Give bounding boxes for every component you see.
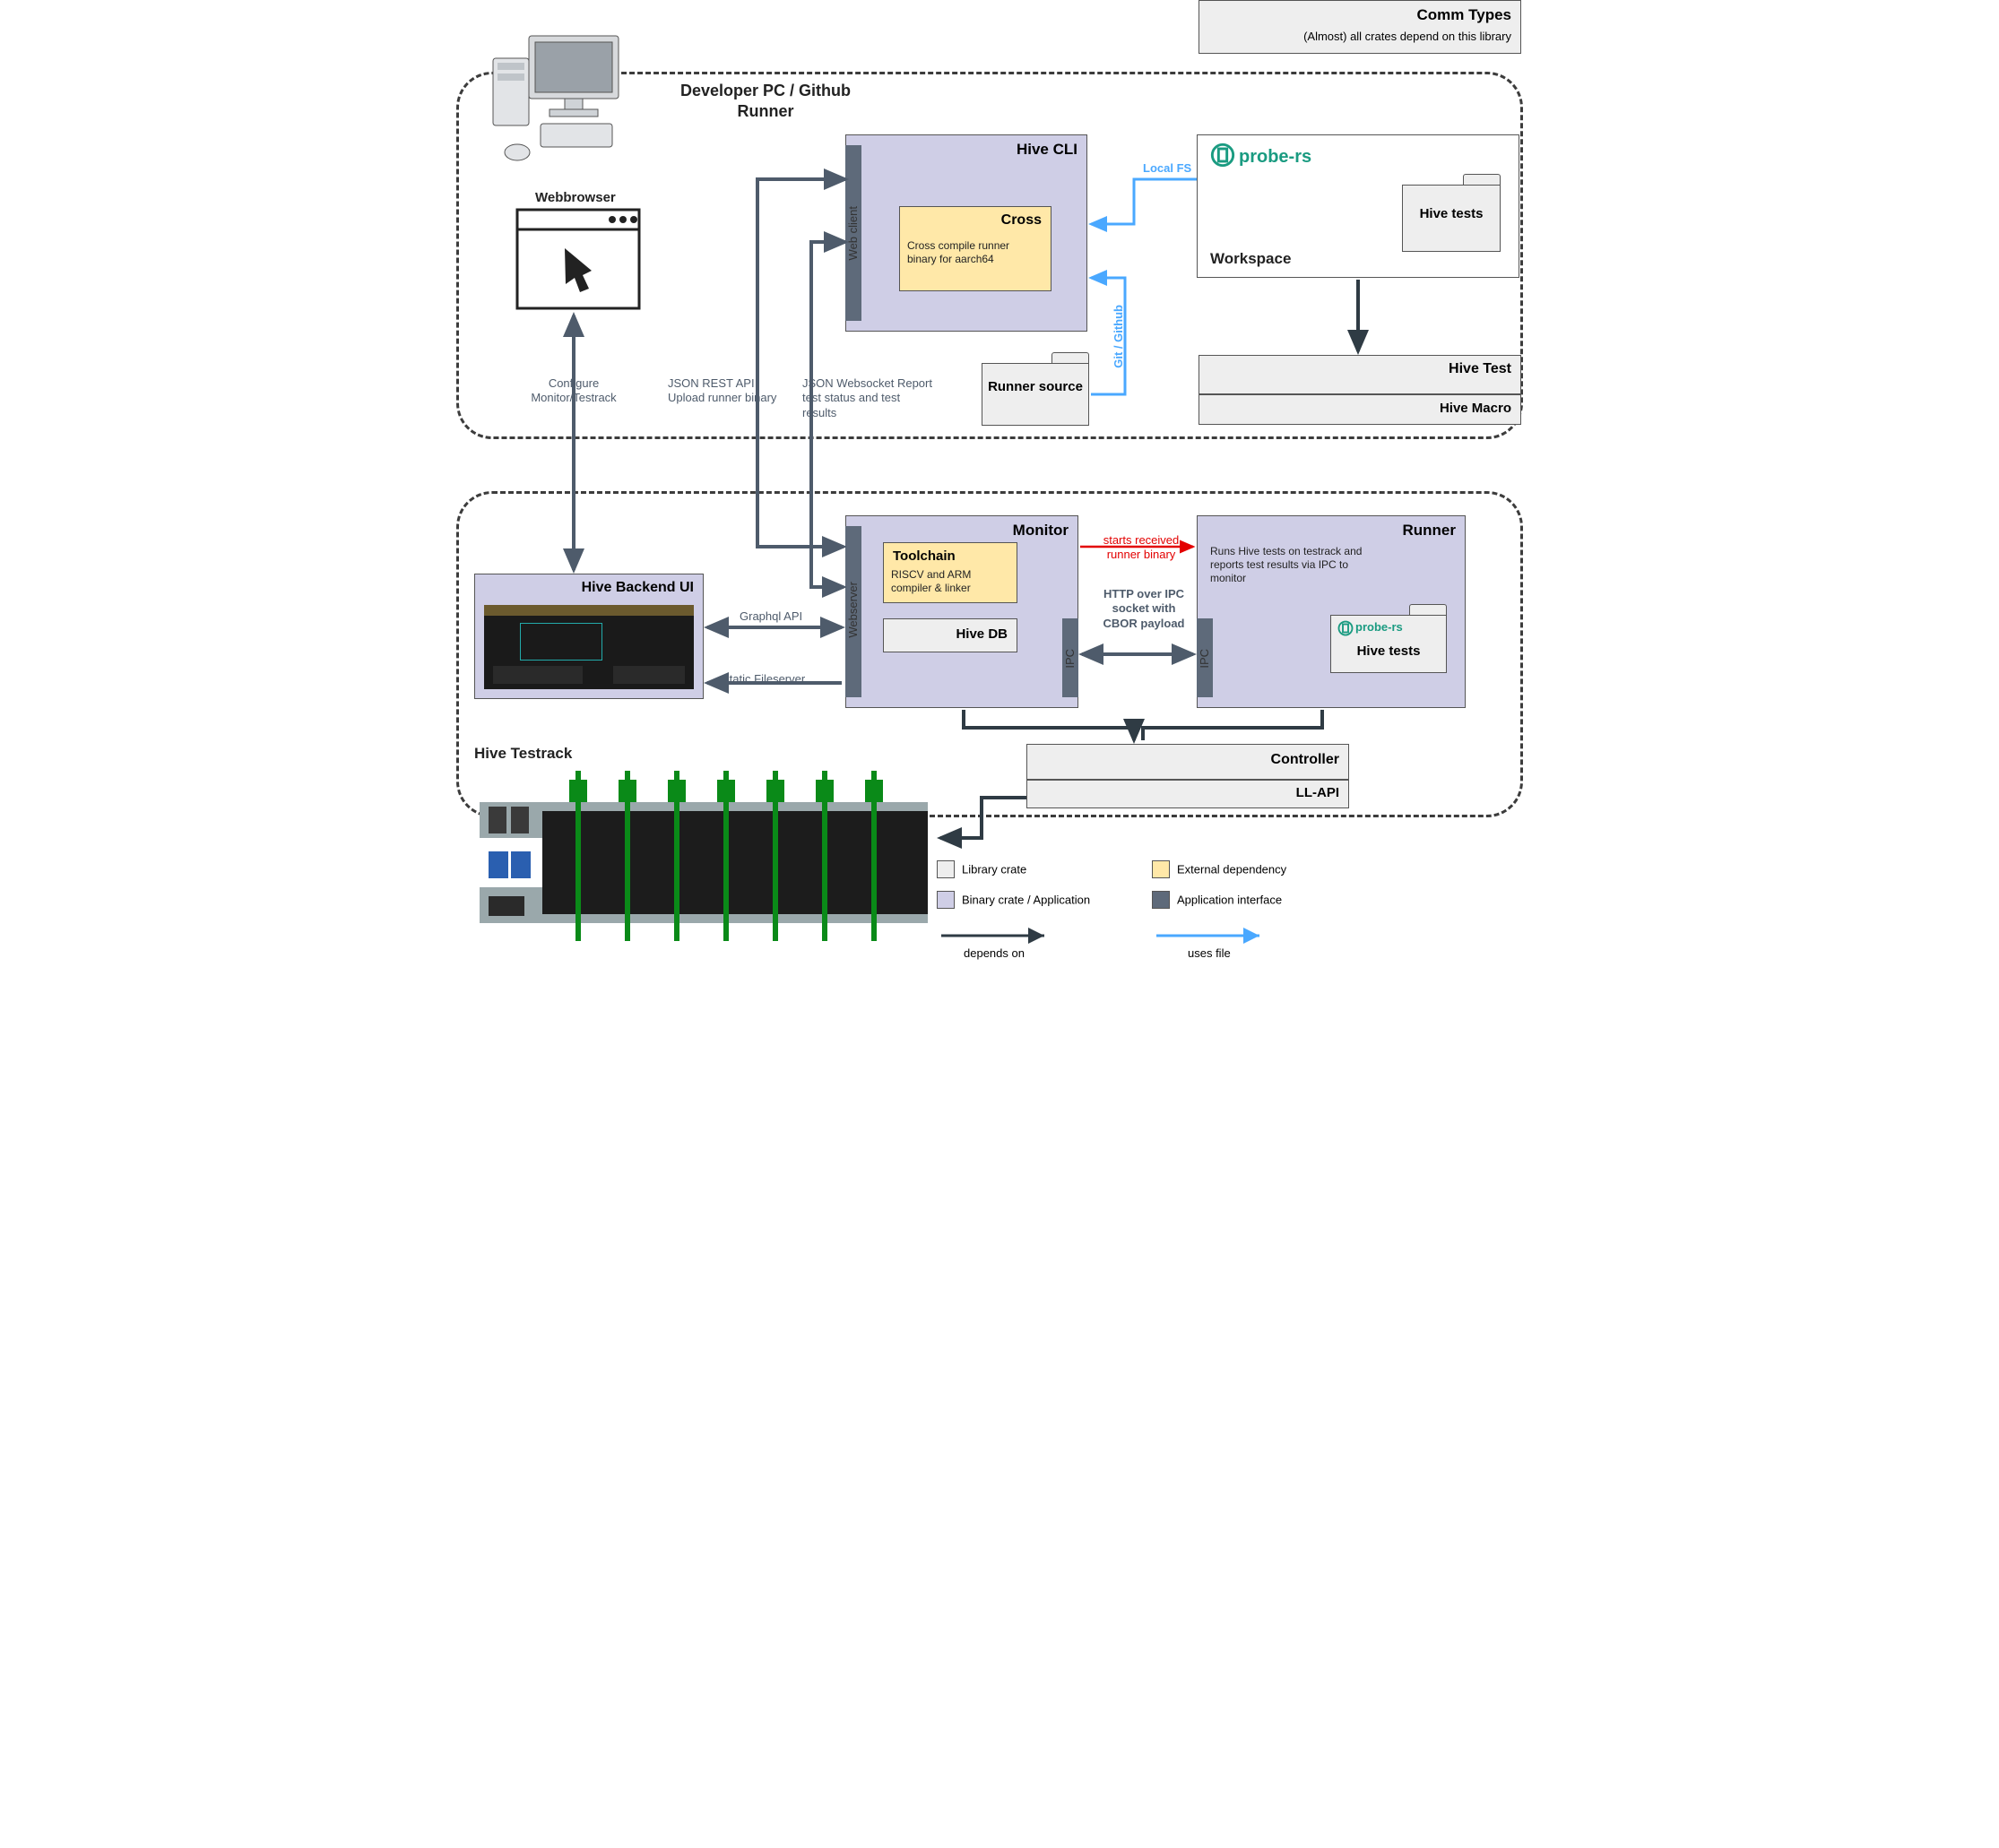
hive-db-box: Hive DB bbox=[883, 618, 1017, 652]
starts-label: starts received runner binary bbox=[1091, 533, 1191, 563]
fileserver-label: Static Fileserver bbox=[722, 672, 805, 687]
testrack-icon bbox=[480, 771, 937, 941]
hive-backend-ui-title: Hive Backend UI bbox=[582, 580, 694, 596]
monitor-ipc-iface: IPC bbox=[1062, 618, 1078, 697]
runner-folder-label: Hive tests bbox=[1330, 643, 1447, 659]
comm-types-box: Comm Types (Almost) all crates depend on… bbox=[1199, 0, 1521, 54]
cross-desc: Cross compile runner binary for aarch64 bbox=[907, 239, 1042, 266]
probe-rs-label: probe-rs bbox=[1239, 146, 1311, 168]
probe-rs-icon-2 bbox=[1337, 620, 1354, 636]
runner-source-folder: Runner source bbox=[982, 363, 1089, 426]
toolchain-desc: RISCV and ARM compiler & linker bbox=[891, 568, 1012, 595]
runner-ipc-label: IPC bbox=[1198, 649, 1211, 669]
hive-tests-folder-label: Hive tests bbox=[1402, 206, 1501, 221]
hive-cli-title: Hive CLI bbox=[1017, 141, 1077, 159]
legend-iface: Application interface bbox=[1177, 894, 1282, 907]
webbrowser-label: Webbrowser bbox=[535, 190, 616, 207]
hive-testrack-label: Hive Testrack bbox=[474, 744, 572, 763]
computer-icon bbox=[480, 27, 650, 170]
localfs-label: Local FS bbox=[1143, 161, 1191, 176]
runner-title: Runner bbox=[1403, 522, 1457, 540]
graphql-label: Graphql API bbox=[740, 609, 802, 624]
configure-label: Configure Monitor/Testrack bbox=[515, 376, 632, 406]
web-client-iface: Web client bbox=[845, 145, 861, 321]
hive-db-label: Hive DB bbox=[956, 626, 1008, 642]
legend-uses: uses file bbox=[1188, 946, 1231, 960]
runner-box: Runner Runs Hive tests on testrack and r… bbox=[1197, 515, 1466, 708]
legend: Library crate Binary crate / Application… bbox=[937, 860, 1528, 1004]
git-label: Git / Github bbox=[1112, 305, 1126, 368]
legend-dep: depends on bbox=[964, 946, 1025, 960]
workspace-label: Workspace bbox=[1210, 249, 1291, 268]
hive-test-box: Hive Test bbox=[1199, 355, 1521, 394]
webbrowser-icon bbox=[515, 208, 641, 311]
ws-label: JSON Websocket Report test status and te… bbox=[802, 376, 937, 420]
legend-ext: External dependency bbox=[1177, 863, 1286, 877]
runner-ipc-iface: IPC bbox=[1197, 618, 1213, 697]
probe-rs-icon bbox=[1210, 142, 1235, 168]
hive-test-label: Hive Test bbox=[1449, 361, 1511, 377]
workspace-box: probe-rs Workspace Hive tests bbox=[1197, 134, 1519, 278]
runner-desc: Runs Hive tests on testrack and reports … bbox=[1210, 545, 1380, 585]
runner-source-label: Runner source bbox=[982, 379, 1089, 394]
controller-label: Controller bbox=[1271, 752, 1339, 768]
legend-lib: Library crate bbox=[962, 863, 1026, 877]
monitor-ipc-label: IPC bbox=[1063, 649, 1077, 669]
web-client-label: Web client bbox=[846, 206, 860, 260]
toolchain-box: Toolchain RISCV and ARM compiler & linke… bbox=[883, 542, 1017, 603]
cross-title: Cross bbox=[1001, 212, 1042, 229]
webserver-label: Webserver bbox=[846, 582, 860, 638]
ipc-http-label: HTTP over IPC socket with CBOR payload bbox=[1095, 587, 1193, 631]
controller-box: Controller bbox=[1026, 744, 1349, 780]
hive-macro-label: Hive Macro bbox=[1440, 401, 1511, 416]
llapi-label: LL-API bbox=[1296, 785, 1339, 800]
llapi-box: LL-API bbox=[1026, 780, 1349, 808]
monitor-title: Monitor bbox=[1013, 522, 1069, 540]
comm-types-title: Comm Types bbox=[1417, 6, 1512, 24]
hive-macro-box: Hive Macro bbox=[1199, 394, 1521, 425]
hive-backend-ui-box: Hive Backend UI bbox=[474, 574, 704, 699]
toolchain-title: Toolchain bbox=[893, 548, 956, 564]
legend-bin: Binary crate / Application bbox=[962, 894, 1090, 907]
comm-types-subtitle: (Almost) all crates depend on this libra… bbox=[1303, 30, 1511, 43]
probe-rs-label-2: probe-rs bbox=[1355, 620, 1403, 635]
rest-label: JSON REST API Upload runner binary bbox=[668, 376, 784, 406]
webserver-iface: Webserver bbox=[845, 526, 861, 697]
cross-box: Cross Cross compile runner binary for aa… bbox=[899, 206, 1051, 291]
developer-pc-label: Developer PC / Github Runner bbox=[671, 81, 860, 121]
